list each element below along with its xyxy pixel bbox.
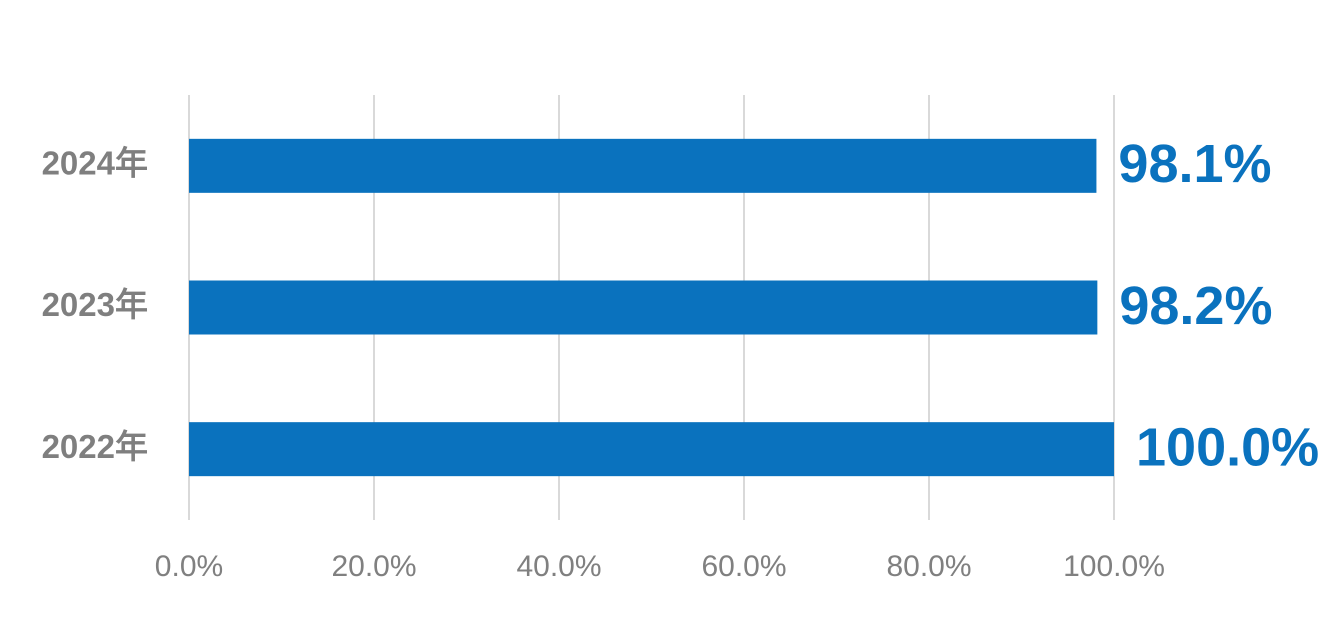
x-tick-label: 100.0% [1063,550,1165,583]
x-tick-label: 80.0% [886,550,971,583]
value-label: 100.0% [1136,417,1319,477]
value-label: 98.2% [1119,276,1272,336]
x-tick-label: 20.0% [331,550,416,583]
bar [189,138,1097,193]
y-tick-label: 2024年 [42,145,148,182]
bar [189,280,1098,335]
y-tick-label: 2023年 [42,286,148,323]
x-tick-label: 40.0% [516,550,601,583]
x-tick-label: 60.0% [701,550,786,583]
bar [189,422,1114,477]
x-tick-label: 0.0% [155,550,223,583]
y-tick-label: 2022年 [42,428,148,465]
value-label: 98.1% [1118,134,1271,194]
